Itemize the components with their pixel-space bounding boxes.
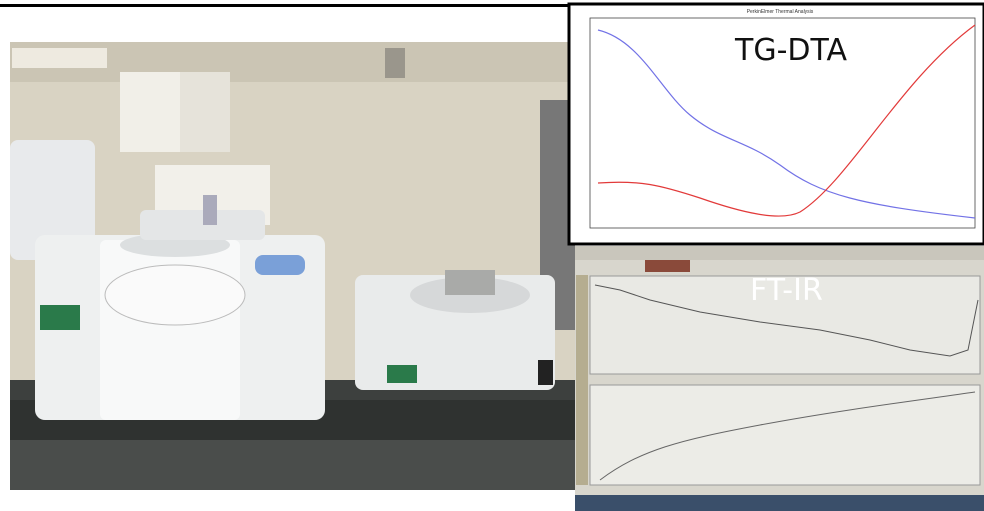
inset-label: TG-DTA (734, 33, 847, 68)
top-rule (0, 4, 984, 7)
tg-dta-inset: PerkinElmer Thermal Analysis TG-DTA (567, 2, 984, 246)
lab-photo (10, 42, 575, 490)
dta-curve (597, 24, 976, 217)
tg-curve (597, 29, 976, 219)
ft-ir-inset: FT-IR (575, 246, 984, 511)
inset-label: FT-IR (750, 273, 823, 308)
inset-title: PerkinElmer Thermal Analysis (747, 9, 814, 15)
